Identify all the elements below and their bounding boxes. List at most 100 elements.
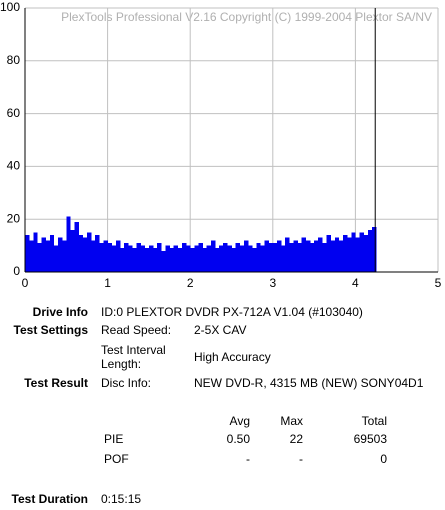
row-label: PIE	[104, 432, 123, 446]
bar	[223, 242, 228, 272]
column-header: Max	[280, 414, 303, 428]
copyright: PlexTools Professional V2.16 Copyright (…	[61, 10, 432, 24]
bar	[45, 240, 51, 272]
cell: -	[299, 452, 303, 466]
bar	[33, 232, 38, 272]
x-tick-label: 1	[104, 276, 111, 290]
bar	[309, 242, 315, 272]
bar	[140, 245, 146, 272]
column-header: Avg	[230, 414, 250, 428]
bar	[111, 245, 117, 272]
bar	[58, 237, 63, 272]
bar	[347, 237, 352, 272]
bar	[210, 240, 216, 272]
y-tick-label: 20	[7, 211, 21, 225]
bar	[371, 227, 377, 272]
bar	[260, 245, 265, 272]
bar	[124, 242, 129, 272]
label: Test Interval	[101, 343, 166, 357]
x-tick-label: 3	[269, 276, 276, 290]
y-tick-label: 100	[0, 0, 20, 14]
bar	[37, 242, 42, 272]
bar	[334, 237, 340, 272]
bar	[293, 240, 298, 272]
bar	[177, 248, 183, 272]
bar	[153, 248, 158, 272]
bar	[305, 240, 311, 272]
y-tick-label: 80	[7, 53, 21, 67]
bar	[186, 245, 191, 272]
bar	[165, 245, 170, 272]
cell: 0	[380, 452, 387, 466]
bar	[91, 240, 96, 272]
bar	[239, 245, 245, 272]
bar	[206, 245, 212, 272]
bar	[132, 248, 137, 272]
bar	[297, 242, 303, 272]
bar	[343, 235, 348, 272]
bar	[29, 240, 34, 272]
bar	[227, 245, 232, 272]
bar	[276, 240, 282, 272]
bar	[281, 245, 286, 272]
bar	[322, 242, 327, 272]
row-label: POF	[104, 452, 129, 466]
bar	[169, 248, 174, 272]
bar	[95, 235, 100, 272]
bar	[41, 237, 46, 272]
bar	[252, 248, 257, 272]
bar	[173, 245, 179, 272]
label: Test Result	[24, 376, 88, 390]
bar	[243, 240, 249, 272]
bar	[119, 248, 125, 272]
y-tick-label: 60	[7, 106, 21, 120]
bar	[235, 242, 241, 272]
bar	[128, 245, 133, 272]
y-tick-label: 0	[13, 264, 20, 278]
bar	[272, 242, 278, 272]
label: Length:	[101, 357, 141, 371]
bar	[256, 242, 261, 272]
bar	[289, 242, 294, 272]
bar	[318, 237, 323, 272]
value: NEW DVD-R, 4315 MB (NEW) SONY04D1	[194, 376, 424, 390]
bar	[136, 242, 141, 272]
bar	[363, 235, 369, 272]
value: 2-5X CAV	[194, 323, 246, 337]
label: Disc Info:	[101, 376, 151, 390]
bar	[70, 229, 75, 272]
bar	[248, 245, 253, 272]
bar	[99, 242, 104, 272]
column-header: Total	[362, 414, 387, 428]
bar	[157, 242, 162, 272]
bar	[355, 237, 360, 272]
bar	[78, 235, 84, 272]
bar	[367, 229, 373, 272]
y-tick-label: 40	[7, 159, 21, 173]
cell: 69503	[354, 432, 388, 446]
bar	[115, 240, 121, 272]
label: Drive Info	[33, 305, 88, 319]
bar	[338, 240, 344, 272]
bar	[62, 240, 67, 272]
bar	[202, 248, 208, 272]
bar	[194, 245, 199, 272]
bar	[49, 235, 55, 272]
bar	[268, 242, 274, 272]
bar	[359, 232, 364, 272]
label: Read Speed:	[101, 323, 171, 337]
label: Test Duration	[12, 492, 88, 506]
bar	[190, 248, 195, 272]
cell: 22	[290, 432, 304, 446]
bar	[53, 245, 59, 272]
bar	[82, 237, 88, 272]
x-tick-label: 0	[22, 276, 29, 290]
bar	[214, 248, 220, 272]
bar	[25, 235, 30, 272]
bar	[314, 240, 319, 272]
bar	[103, 240, 108, 272]
bar	[144, 248, 150, 272]
bar	[66, 216, 71, 272]
bar	[285, 237, 290, 272]
bar	[86, 232, 92, 272]
